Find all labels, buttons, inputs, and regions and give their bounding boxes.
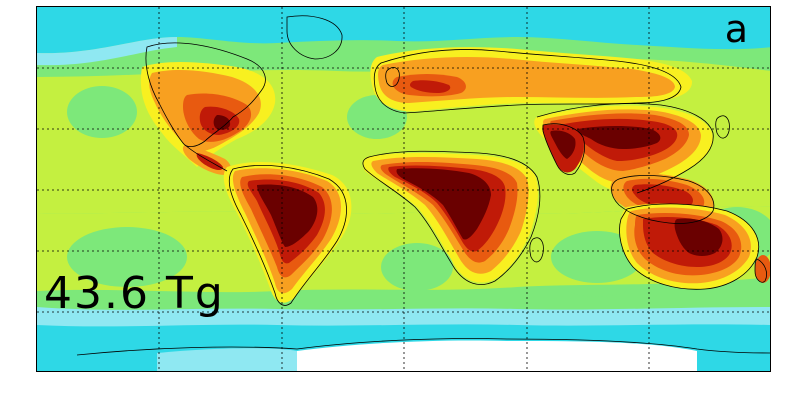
panel-label: a <box>724 7 748 51</box>
pacific-green-south <box>67 227 187 287</box>
indian-green <box>551 231 643 283</box>
graticule <box>37 7 770 371</box>
coast-north-america <box>145 42 266 147</box>
antarctica-white <box>297 340 697 371</box>
coast-new-zealand <box>754 258 767 283</box>
coast-uk <box>385 67 400 87</box>
coast-asia <box>536 103 714 194</box>
world-map <box>37 7 770 371</box>
coast-south-america <box>228 164 347 306</box>
coast-europe <box>373 49 682 114</box>
coast-africa <box>362 150 541 285</box>
europe-red <box>409 80 451 93</box>
coast-central-america <box>184 144 228 172</box>
total-emission-label: 43.6 Tg <box>44 268 225 319</box>
coastlines <box>76 15 770 356</box>
india-dark-red <box>550 130 576 159</box>
south-america-dark-red <box>257 184 318 247</box>
australia-dark-red <box>674 218 723 256</box>
map-frame <box>36 6 771 372</box>
asia-dark-red <box>577 126 661 149</box>
coast-australia <box>619 203 760 290</box>
atlantic-green-south <box>381 243 453 291</box>
pacific-green-north <box>67 86 137 138</box>
antarctica-cyan-edge <box>157 348 297 371</box>
gulf-dark-red <box>213 115 231 130</box>
coast-madagascar <box>529 237 544 263</box>
africa-dark-red <box>396 168 491 240</box>
coast-india <box>542 123 585 175</box>
coast-japan <box>715 115 730 139</box>
coast-antarctica <box>76 338 770 356</box>
coast-se-asia <box>611 174 715 224</box>
north-light-cyan <box>37 37 177 66</box>
coast-greenland <box>286 15 343 60</box>
north-cyan-band <box>37 7 770 54</box>
